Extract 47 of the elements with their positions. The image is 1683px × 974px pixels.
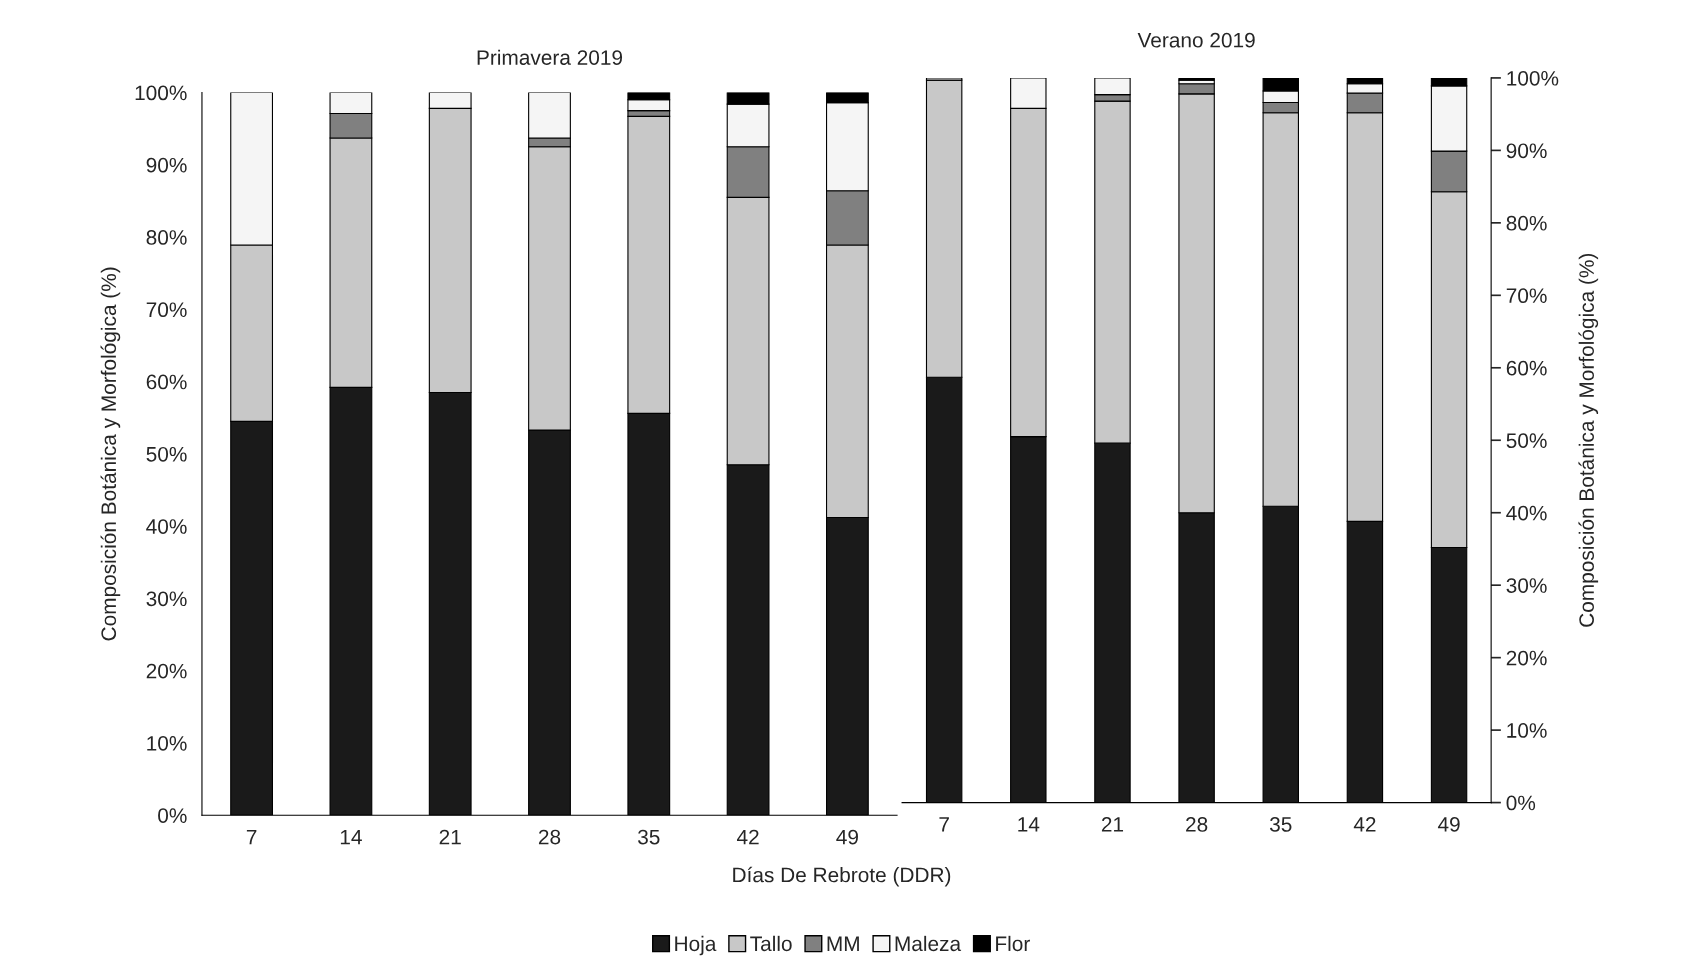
y-tick-label: 80%	[1506, 215, 1547, 231]
x-tick-label: 28	[538, 829, 561, 845]
x-tick-label: 14	[340, 829, 362, 845]
y-tick-label: 10%	[147, 735, 187, 751]
x-tick-label: 35	[1269, 817, 1292, 832]
y-tick-label: 30%	[1506, 578, 1547, 593]
y-tick-label: 70%	[1506, 288, 1547, 304]
legend-label: Hoja	[675, 935, 717, 956]
y-axis-title: Composición Botánica y Morfológica (%)	[100, 267, 121, 641]
legend-label: Tallo	[750, 935, 792, 952]
x-tick-label: 42	[736, 829, 759, 845]
y-tick-label: 60%	[146, 374, 187, 390]
x-tick-label: 42	[1353, 817, 1376, 832]
y-tick-label: 20%	[146, 663, 187, 679]
y-axis-title: Composición Botánica y Morfológica (%)	[1578, 253, 1599, 627]
legend-label: Maleza	[895, 935, 962, 952]
bar	[1178, 77, 1215, 81]
y-tick-label: 90%	[146, 157, 187, 173]
y-tick-label: 40%	[146, 519, 187, 534]
y-tick-label: 30%	[146, 591, 187, 607]
x-tick-label: 49	[836, 829, 858, 845]
y-tick-label: 100%	[1507, 70, 1559, 86]
x-tick-label: 7	[939, 817, 949, 832]
y-tick-label: 0%	[158, 808, 187, 823]
x-tick-label: 7	[246, 829, 257, 845]
x-tick-label: 35	[638, 829, 660, 845]
legend-label: MM	[827, 936, 859, 951]
y-tick-label: 60%	[1506, 360, 1547, 376]
x-tick-label: 14	[1018, 817, 1040, 832]
y-tick-label: 20%	[1506, 650, 1547, 666]
x-tick-label: 21	[1101, 817, 1124, 832]
y-tick-label: 50%	[146, 446, 187, 462]
x-tick-label: 49	[1437, 817, 1460, 832]
chart-title: Primavera 2019	[477, 49, 623, 65]
y-tick-label: 40%	[1506, 505, 1547, 521]
y-tick-label: 10%	[1507, 723, 1547, 738]
y-tick-label: 50%	[1506, 433, 1547, 448]
legend-label: Flor	[996, 935, 1030, 952]
x-axis-title: Días De Rebrote (DDR)	[733, 866, 951, 887]
y-tick-label: 80%	[146, 230, 187, 245]
y-tick-label: 0%	[1506, 795, 1536, 811]
chart-title: Verano 2019	[1137, 32, 1255, 48]
y-tick-label: 100%	[135, 85, 187, 101]
x-tick-label: 28	[1186, 817, 1208, 832]
y-tick-label: 90%	[1506, 143, 1547, 159]
y-tick-label: 70%	[146, 302, 187, 318]
x-tick-label: 21	[439, 829, 461, 845]
